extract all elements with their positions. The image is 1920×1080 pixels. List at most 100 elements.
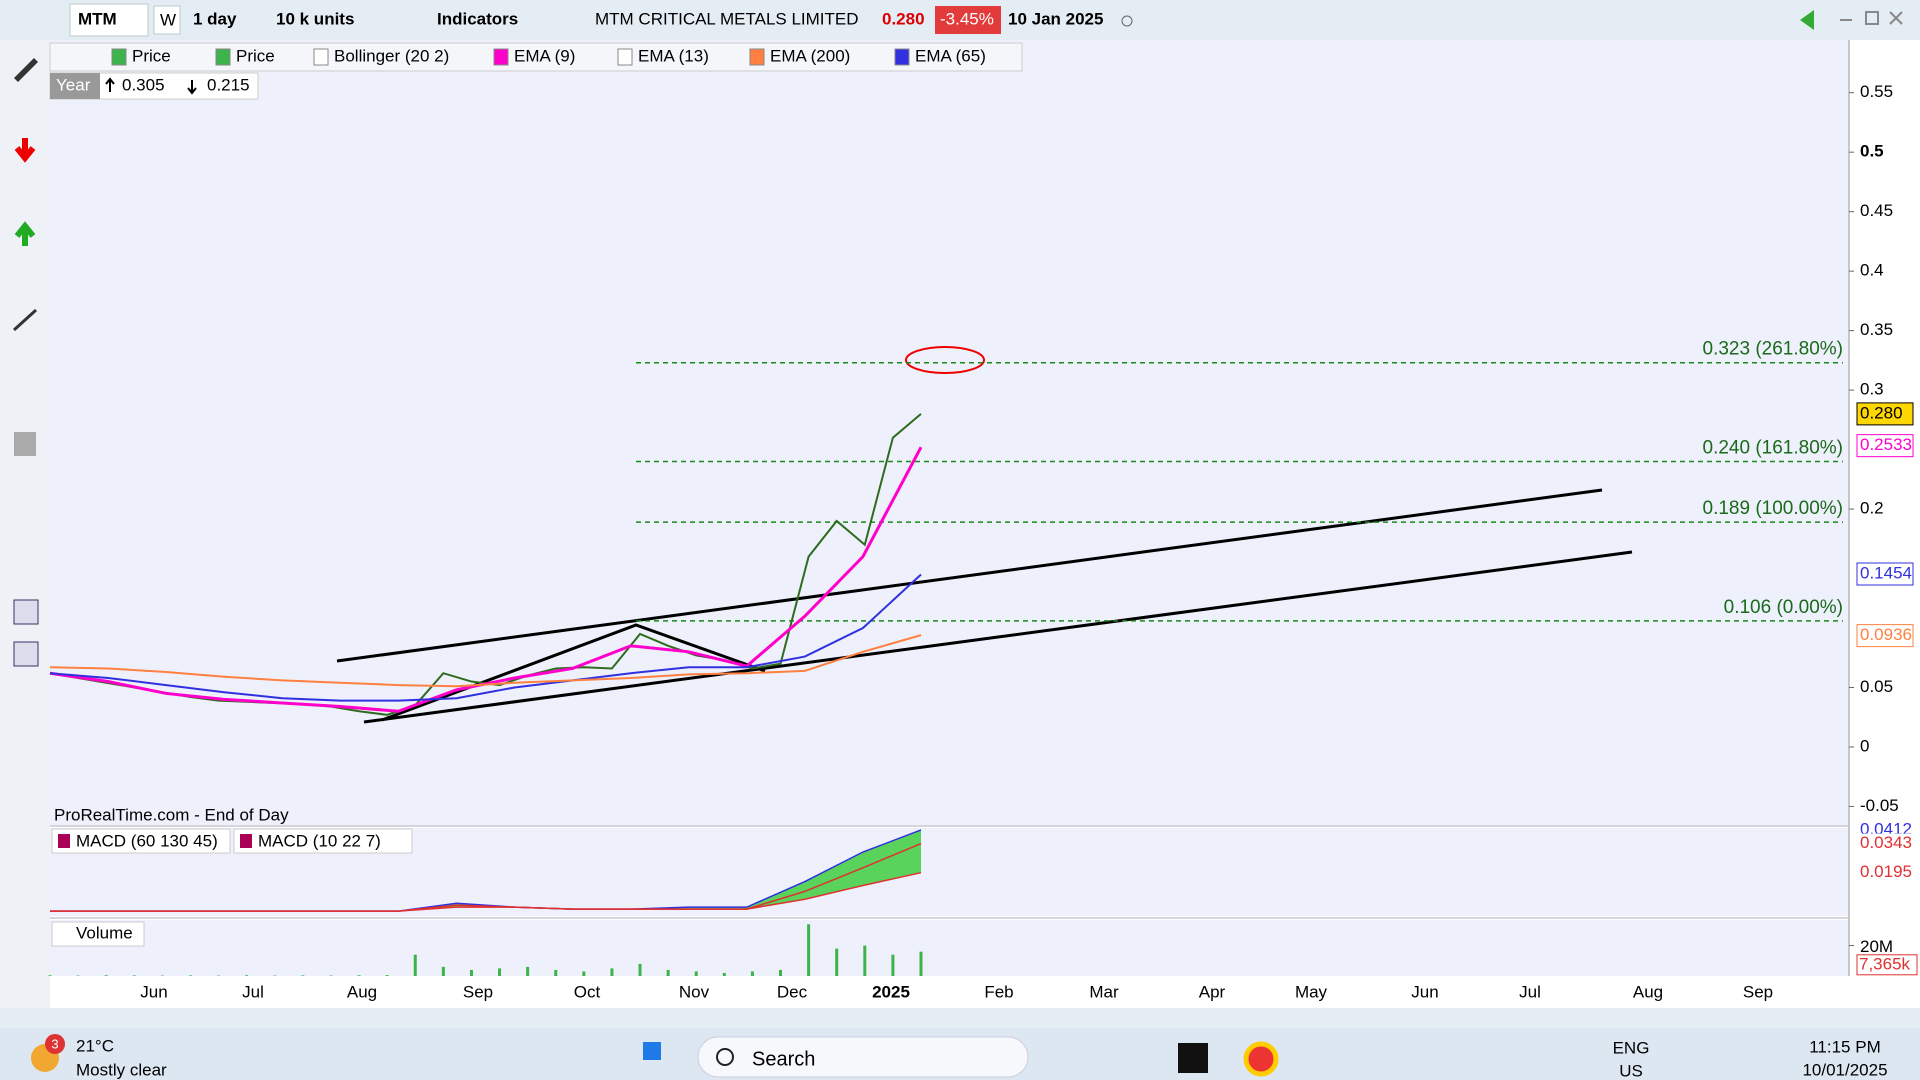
volume-bar — [666, 969, 670, 976]
volume-bar — [104, 975, 108, 976]
symbol-box[interactable] — [69, 3, 149, 37]
search-box[interactable] — [697, 1036, 1029, 1078]
start-button[interactable] — [643, 1042, 661, 1060]
line-tool[interactable] — [12, 308, 38, 332]
legend-swatch — [894, 48, 910, 66]
instrument-name: MTM CRITICAL METALS LIMITED — [595, 9, 859, 28]
volume-legend: Volume — [76, 923, 133, 942]
x-tick-label: Aug — [1633, 982, 1663, 1001]
legend-label: EMA (9) — [514, 46, 575, 65]
price-tag-label: 0.280 — [1860, 403, 1903, 422]
clock-time: 11:15 PM — [1809, 1037, 1881, 1056]
y-tick-label: -0.05 — [1860, 796, 1899, 815]
w-label: W — [160, 10, 176, 29]
volume-tag-label: 7,365k — [1859, 954, 1911, 973]
volume-bar — [188, 975, 192, 976]
macd-tag-label: 0.0195 — [1860, 862, 1912, 881]
trend-line — [336, 488, 1603, 663]
region: US — [1619, 1061, 1643, 1080]
temperature: 21°C — [76, 1036, 114, 1055]
volume-bar — [48, 975, 52, 976]
volume-legend-bg — [51, 921, 145, 947]
volume-tag — [1856, 954, 1918, 976]
last-price: 0.280 — [882, 9, 925, 28]
window-controls[interactable] — [1840, 11, 1903, 25]
drawings — [336, 346, 1633, 724]
x-tick-label: Nov — [679, 982, 710, 1001]
w-button[interactable] — [153, 5, 181, 35]
volume-bar — [779, 969, 783, 976]
volume-bar — [132, 975, 136, 976]
y-tick-label: 0.4 — [1860, 261, 1884, 280]
pen-tool[interactable] — [14, 58, 38, 82]
year-high: 0.305 — [122, 75, 165, 94]
legend-label: Price — [132, 46, 171, 65]
volume-bar — [469, 969, 473, 976]
y-tick-label: 0.35 — [1860, 320, 1893, 339]
badge-count: 3 — [51, 1036, 58, 1051]
x-tick-label: Feb — [984, 982, 1013, 1001]
highlight-ellipse — [905, 346, 985, 374]
volume-bar — [863, 945, 867, 976]
taskbar-items: 3 21°C Mostly clear Search ENG US 11:15 … — [31, 1034, 1888, 1080]
chrome-icon[interactable] — [1243, 1041, 1279, 1077]
units[interactable]: 10 k units — [276, 9, 354, 28]
volume-bar — [554, 969, 558, 976]
y-tick-label: 0.3 — [1860, 380, 1884, 399]
year-range: Year 0.305 0.215 — [49, 72, 259, 100]
legend-swatch — [749, 48, 765, 66]
toolbar: MTM W 1 day 10 k units Indicators MTM CR… — [69, 3, 1903, 37]
fib-label: 0.106 (0.00%) — [1724, 597, 1843, 618]
legend-bar: Price Price Bollinger (20 2) EMA (9) EMA (13… — [49, 42, 1023, 72]
x-tick-label: 2025 — [872, 982, 910, 1001]
legend-swatch — [493, 48, 509, 66]
volume-bar — [835, 948, 839, 976]
legend-bg — [49, 42, 1023, 72]
period[interactable]: 1 day — [193, 9, 237, 28]
fib-label: 0.189 (100.00%) — [1703, 498, 1844, 519]
x-tick-label: Apr — [1199, 982, 1226, 1001]
left-toolbar — [0, 40, 50, 1008]
indicators[interactable]: Indicators — [437, 9, 518, 28]
refresh-icon[interactable] — [1800, 10, 1814, 30]
volume-bar — [385, 975, 389, 976]
price-tag — [1856, 434, 1914, 458]
legend-label: EMA (13) — [638, 46, 709, 65]
fib-label: 0.240 (161.80%) — [1703, 437, 1844, 458]
volume-panel — [50, 920, 1849, 976]
weather: Mostly clear — [76, 1060, 167, 1079]
legend-label: EMA (65) — [915, 46, 986, 65]
y-tick-label: 0.55 — [1860, 82, 1893, 101]
y-tick-label: 0.5 — [1860, 142, 1884, 161]
volume-bar — [807, 924, 811, 976]
x-tick-label: Sep — [1743, 982, 1773, 1001]
app-icon[interactable] — [1178, 1043, 1208, 1073]
text-tool[interactable] — [13, 599, 39, 625]
legend-label: Bollinger (20 2) — [334, 46, 449, 65]
volume-bar — [891, 954, 895, 976]
left-tools — [12, 58, 39, 667]
buy-tool[interactable] — [14, 221, 36, 246]
legend-swatch — [215, 48, 231, 66]
x-tick-label: Mar — [1089, 982, 1119, 1001]
volume-bar — [694, 971, 698, 976]
text-tool[interactable] — [13, 641, 39, 667]
volume-bar — [357, 975, 361, 976]
volume-bar — [919, 951, 923, 976]
macd-tag — [1857, 862, 1915, 883]
scroll-bar[interactable] — [0, 1008, 1920, 1028]
volume-bar — [413, 954, 417, 976]
volume-bar — [301, 975, 305, 976]
clock-date: 10/01/2025 — [1802, 1060, 1887, 1079]
sell-tool[interactable] — [14, 138, 36, 163]
x-tick-label: Dec — [777, 982, 808, 1001]
y-tick-label: 20M — [1860, 937, 1893, 956]
x-tick-label: Jun — [140, 982, 167, 1001]
year-label-bg — [50, 73, 100, 99]
legend-swatch — [111, 48, 127, 66]
trash-tool[interactable] — [14, 432, 36, 456]
macd-swatch — [240, 834, 252, 848]
macd-legend: MACD (10 22 7) — [258, 831, 381, 850]
